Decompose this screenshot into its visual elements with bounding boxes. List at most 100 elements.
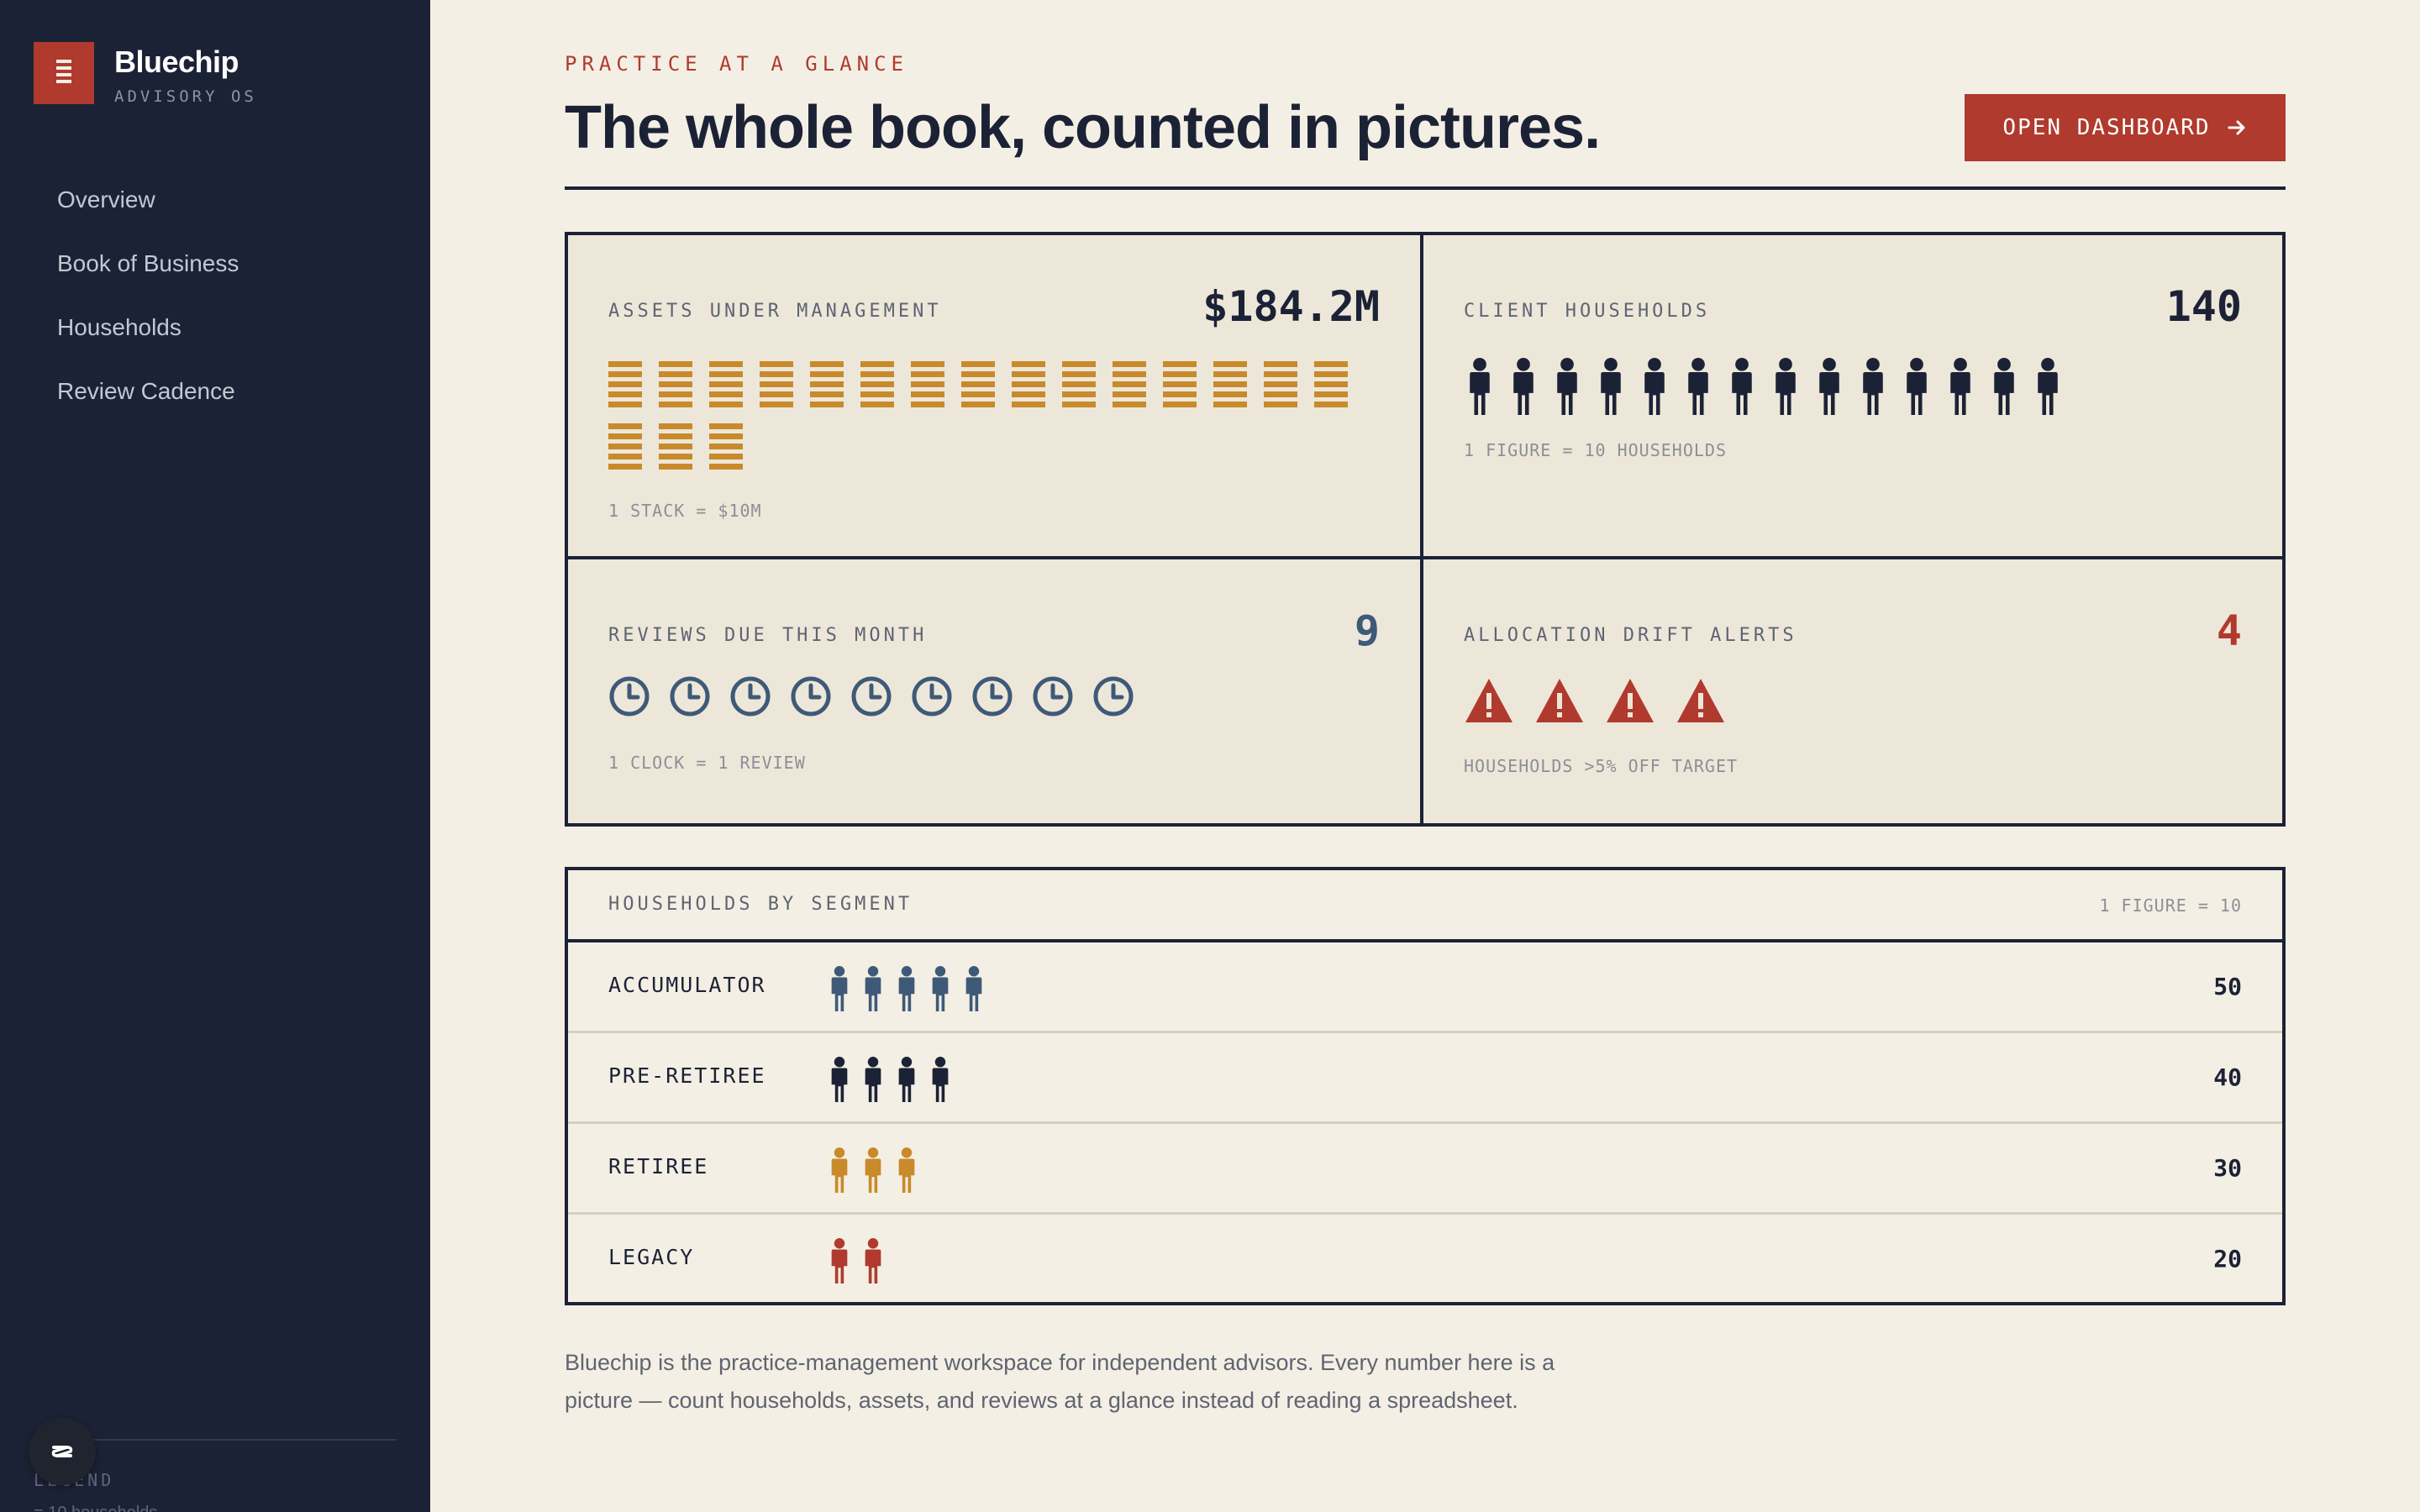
clock-icon: [912, 676, 952, 717]
header-rule: [565, 186, 2286, 190]
brand-subtitle: ADVISORY OS: [114, 87, 257, 106]
stat-grid: ASSETS UNDER MANAGEMENT $184.2M 1 STACK …: [565, 232, 2286, 827]
segment-count: 20: [2213, 1245, 2242, 1273]
brand-name: Bluechip: [114, 45, 239, 79]
stat-label: CLIENT HOUSEHOLDS: [1464, 301, 1711, 322]
segments-scale: 1 FIGURE = 10: [2099, 895, 2242, 916]
person-icons: [1464, 358, 2064, 415]
person-icon: [1819, 358, 1839, 415]
stat-note: 1 STACK = $10M: [608, 501, 762, 521]
person-icon: [865, 1238, 881, 1284]
person-icon: [932, 1057, 949, 1102]
segment-name: ACCUMULATOR: [608, 973, 766, 997]
segment-name: PRE-RETIREE: [608, 1063, 766, 1088]
segments-table: HOUSEHOLDS BY SEGMENT 1 FIGURE = 10 ACCU…: [565, 867, 2286, 1305]
stat-card-households[interactable]: CLIENT HOUSEHOLDS 140 1 FIGURE = 10 HOUS…: [1423, 235, 2282, 559]
coin-stack-icon: [1062, 361, 1096, 407]
person-icon: [1994, 358, 2014, 415]
segments-header: HOUSEHOLDS BY SEGMENT 1 FIGURE = 10: [568, 870, 2282, 942]
brand-logo-icon: [34, 42, 94, 104]
sidebar-item-overview[interactable]: Overview: [57, 186, 155, 213]
coin-stack-icon: [961, 361, 995, 407]
coin-stack-icon: [1213, 361, 1247, 407]
coin-stack-icons: [608, 361, 1365, 470]
person-icon: [865, 1057, 881, 1102]
warning-icons: [1464, 677, 1726, 724]
table-row[interactable]: RETIREE 30: [568, 1124, 2282, 1215]
stat-note: 1 FIGURE = 10 HOUSEHOLDS: [1464, 440, 1727, 460]
segment-count: 30: [2213, 1154, 2242, 1182]
person-icon: [865, 1147, 881, 1193]
brand[interactable]: Bluechip ADVISORY OS: [34, 42, 257, 106]
coin-stack-icon: [1012, 361, 1045, 407]
sidebar-item-households[interactable]: Households: [57, 314, 182, 340]
sidebar-nav: Overview Book of Business Households Rev…: [57, 183, 239, 438]
segment-count: 40: [2213, 1063, 2242, 1091]
stat-label: ASSETS UNDER MANAGEMENT: [608, 301, 942, 322]
coin-stack-icon: [1314, 361, 1348, 407]
person-icon: [831, 1147, 848, 1193]
clock-icon: [670, 676, 710, 717]
coin-stack-icon: [911, 361, 944, 407]
sidebar-item-review-cadence[interactable]: Review Cadence: [57, 378, 235, 404]
legend-row: = 10 households: [34, 1504, 157, 1512]
stat-note: 1 CLOCK = 1 REVIEW: [608, 753, 806, 773]
table-row[interactable]: PRE-RETIREE 40: [568, 1033, 2282, 1124]
stat-value: $184.2M: [1202, 282, 1380, 331]
open-dashboard-button[interactable]: OPEN DASHBOARD: [1965, 94, 2286, 161]
person-icon: [831, 1238, 848, 1284]
coin-stack-icon: [709, 423, 743, 470]
person-icon: [1470, 358, 1490, 415]
segment-figures: [829, 1147, 918, 1193]
person-icon: [1732, 358, 1752, 415]
segment-figures: [829, 966, 985, 1011]
stat-card-drift[interactable]: ALLOCATION DRIFT ALERTS 4 HOUSEHOLDS >5%…: [1423, 559, 2282, 823]
segment-figures: [829, 1057, 951, 1102]
stat-label: REVIEWS DUE THIS MONTH: [608, 625, 928, 646]
clock-icon: [851, 676, 892, 717]
person-icon: [1688, 358, 1708, 415]
clock-icon: [609, 676, 650, 717]
table-row[interactable]: ACCUMULATOR 50: [568, 942, 2282, 1033]
clock-icon: [1093, 676, 1134, 717]
warning-icon: [1607, 679, 1654, 722]
person-icon: [831, 966, 848, 1011]
coin-stack-icon: [709, 361, 743, 407]
sidebar-item-book-of-business[interactable]: Book of Business: [57, 250, 239, 276]
clock-icon: [730, 676, 771, 717]
person-icon: [965, 966, 982, 1011]
table-row[interactable]: LEGACY 20: [568, 1215, 2282, 1305]
segment-figures: [829, 1238, 884, 1284]
sidebar: Bluechip ADVISORY OS Overview Book of Bu…: [0, 0, 430, 1512]
coin-stack-icon: [659, 361, 692, 407]
segments-title: HOUSEHOLDS BY SEGMENT: [608, 894, 913, 915]
about-text: Bluechip is the practice-management work…: [565, 1350, 1555, 1413]
coin-stack-icon: [810, 361, 844, 407]
assistant-button[interactable]: [29, 1418, 96, 1485]
stat-card-aum[interactable]: ASSETS UNDER MANAGEMENT $184.2M 1 STACK …: [568, 235, 1423, 559]
stat-card-reviews[interactable]: REVIEWS DUE THIS MONTH 9 1 CLOCK = 1 REV…: [568, 559, 1423, 823]
person-icon: [831, 1057, 848, 1102]
person-icon: [898, 1147, 915, 1193]
coin-stack-icon: [1264, 361, 1297, 407]
person-icon: [1557, 358, 1577, 415]
coin-stack-icon: [608, 361, 642, 407]
arrow-right-icon: [2228, 120, 2245, 135]
warning-icon: [1677, 679, 1724, 722]
person-icon: [1907, 358, 1927, 415]
segment-name: LEGACY: [608, 1245, 695, 1269]
warning-icon: [1465, 679, 1512, 722]
person-icon: [865, 966, 881, 1011]
page-title: The whole book, counted in pictures.: [565, 94, 1601, 161]
person-icon: [1950, 358, 1970, 415]
page-eyebrow: PRACTICE AT A GLANCE: [565, 52, 908, 76]
stat-value: 4: [2216, 606, 2242, 655]
person-icon: [1644, 358, 1665, 415]
stat-value: 9: [1354, 606, 1380, 655]
clock-icons: [608, 675, 1134, 717]
person-icon: [898, 1057, 915, 1102]
person-icon: [1601, 358, 1621, 415]
coin-stack-icon: [760, 361, 793, 407]
sidebar-divider: [34, 1439, 397, 1441]
person-icon: [1513, 358, 1534, 415]
